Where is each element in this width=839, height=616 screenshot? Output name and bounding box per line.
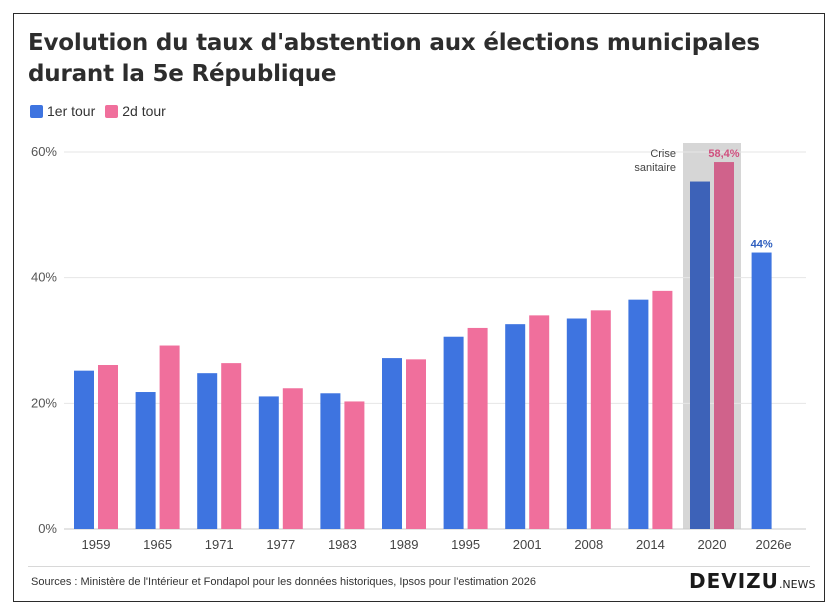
x-tick-label: 1989 bbox=[390, 537, 419, 552]
bar-1er-tour-1959 bbox=[74, 370, 94, 529]
x-tick-label: 2014 bbox=[636, 537, 665, 552]
footer-divider bbox=[28, 566, 810, 567]
legend-swatch-1er-tour bbox=[30, 104, 43, 118]
devizu-logo: DEVIZU.NEWS bbox=[689, 569, 815, 593]
bar-1er-tour-1977 bbox=[258, 396, 279, 529]
bar-2d-tour-2008 bbox=[590, 310, 611, 529]
bar-1er-tour-2008 bbox=[566, 318, 587, 529]
x-tick-label: 1965 bbox=[143, 537, 172, 552]
x-tick-label: 2026e bbox=[756, 537, 792, 552]
bar-2d-tour-2020 bbox=[714, 162, 734, 529]
y-tick-label: 60% bbox=[31, 144, 57, 159]
x-tick-label: 1971 bbox=[205, 537, 234, 552]
bar-2d-tour-1965 bbox=[159, 345, 180, 529]
legend-swatch-2d-tour bbox=[105, 104, 119, 118]
y-tick-label: 40% bbox=[31, 270, 57, 285]
annotation-crise-sanitaire: Crise bbox=[650, 148, 676, 160]
x-tick-label: 1995 bbox=[451, 537, 480, 552]
bar-2d-tour-1983 bbox=[344, 401, 365, 529]
bar-2d-tour-1971 bbox=[221, 363, 242, 529]
bar-1er-tour-1995 bbox=[443, 336, 464, 529]
legend-label-2d-tour: 2d tour bbox=[122, 103, 166, 119]
bar-1er-tour-1989 bbox=[382, 358, 402, 529]
x-tick-label: 2020 bbox=[698, 537, 727, 552]
y-tick-label: 20% bbox=[31, 395, 57, 410]
x-tick-label: 2001 bbox=[513, 537, 542, 552]
bar-1er-tour-2026e bbox=[751, 252, 772, 530]
bar-2d-tour-2001 bbox=[529, 315, 550, 529]
bar-2d-tour-1977 bbox=[282, 388, 303, 529]
bar-2d-tour-2014 bbox=[652, 290, 673, 529]
bar-1er-tour-2014 bbox=[628, 299, 649, 529]
bar-1er-tour-1983 bbox=[320, 393, 341, 529]
logo-main: DEVIZU bbox=[689, 569, 779, 593]
bar-2d-tour-1959 bbox=[98, 365, 118, 529]
x-tick-label: 2008 bbox=[574, 537, 603, 552]
legend-item-1er-tour: 1er tour bbox=[30, 103, 95, 119]
bar-1er-tour-1971 bbox=[197, 373, 218, 529]
x-tick-label: 1959 bbox=[82, 537, 111, 552]
bar-1er-tour-2020 bbox=[690, 181, 710, 529]
legend: 1er tour 2d tour bbox=[30, 103, 166, 119]
legend-label-1er-tour: 1er tour bbox=[47, 103, 96, 119]
bar-2d-tour-1989 bbox=[406, 359, 426, 529]
x-tick-label: 1977 bbox=[266, 537, 295, 552]
bar-1er-tour-2001 bbox=[505, 324, 526, 529]
bar-1er-tour-1965 bbox=[135, 392, 156, 529]
data-label: 44% bbox=[751, 239, 773, 251]
data-label: 58,4% bbox=[708, 148, 739, 160]
legend-item-2d-tour: 2d tour bbox=[105, 103, 166, 119]
bar-2d-tour-1995 bbox=[467, 327, 488, 529]
logo-suffix: .NEWS bbox=[778, 578, 816, 591]
x-tick-label: 1983 bbox=[328, 537, 357, 552]
chart-title: Evolution du taux d'abstention aux élect… bbox=[28, 30, 760, 87]
annotation-crise-sanitaire: sanitaire bbox=[634, 162, 676, 174]
source-note: Sources : Ministère de l'Intérieur et Fo… bbox=[31, 576, 536, 588]
y-tick-label: 0% bbox=[38, 521, 57, 536]
